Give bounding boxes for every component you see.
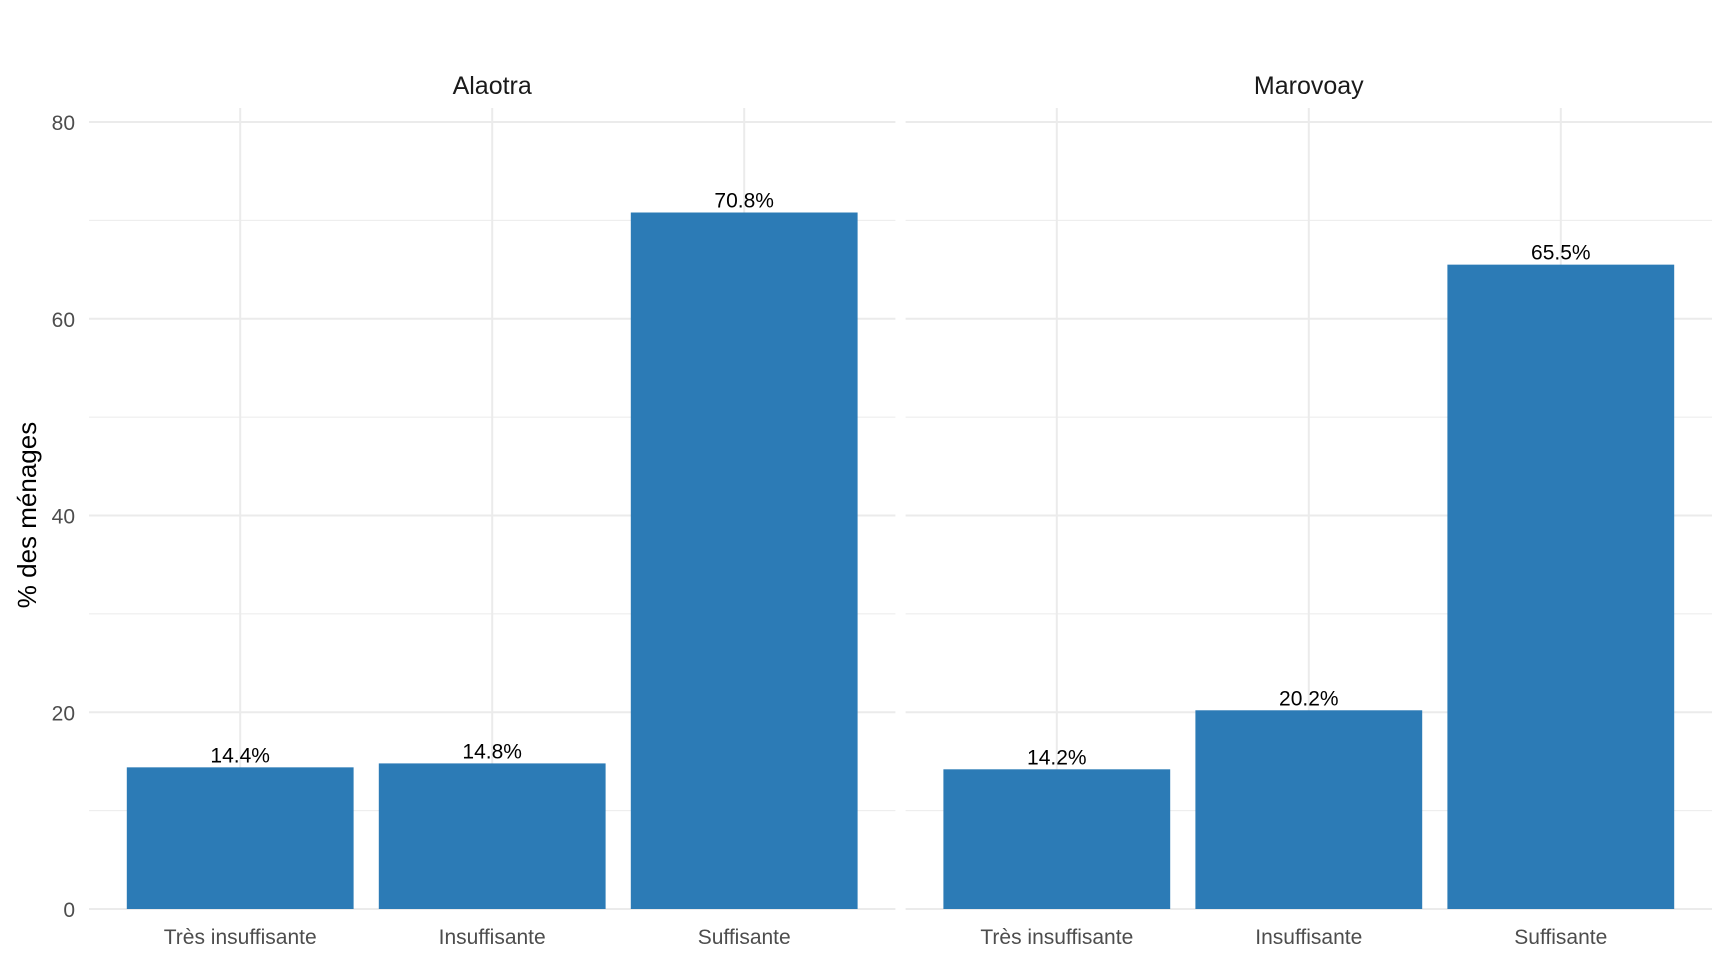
bar [943,769,1171,909]
x-tick-label: Insuffisante [439,926,546,949]
y-tick-label: 80 [52,112,75,135]
data-label: 20.2% [1279,687,1339,710]
data-label: 14.4% [210,744,270,767]
x-tick-label: Suffisante [698,926,791,949]
data-label: 14.8% [462,740,522,763]
bar [1195,710,1423,909]
y-tick-label: 40 [52,506,75,529]
bar [1447,264,1675,909]
panel-title: Alaotra [453,72,532,100]
y-tick-label: 0 [63,899,75,922]
x-tick-label: Très insuffisante [980,926,1133,949]
data-label: 65.5% [1531,242,1591,265]
panel-title: Marovoay [1254,72,1364,100]
data-label: 14.2% [1027,746,1087,769]
x-tick-label: Suffisante [1514,926,1607,949]
bar [630,212,858,909]
bar [126,767,354,909]
x-tick-label: Très insuffisante [164,926,317,949]
data-label: 70.8% [714,190,774,213]
y-axis-label: % des ménages [12,422,42,608]
x-tick-label: Insuffisante [1255,926,1362,949]
bar [378,763,606,909]
y-tick-label: 20 [52,702,75,725]
y-tick-label: 60 [52,309,75,332]
